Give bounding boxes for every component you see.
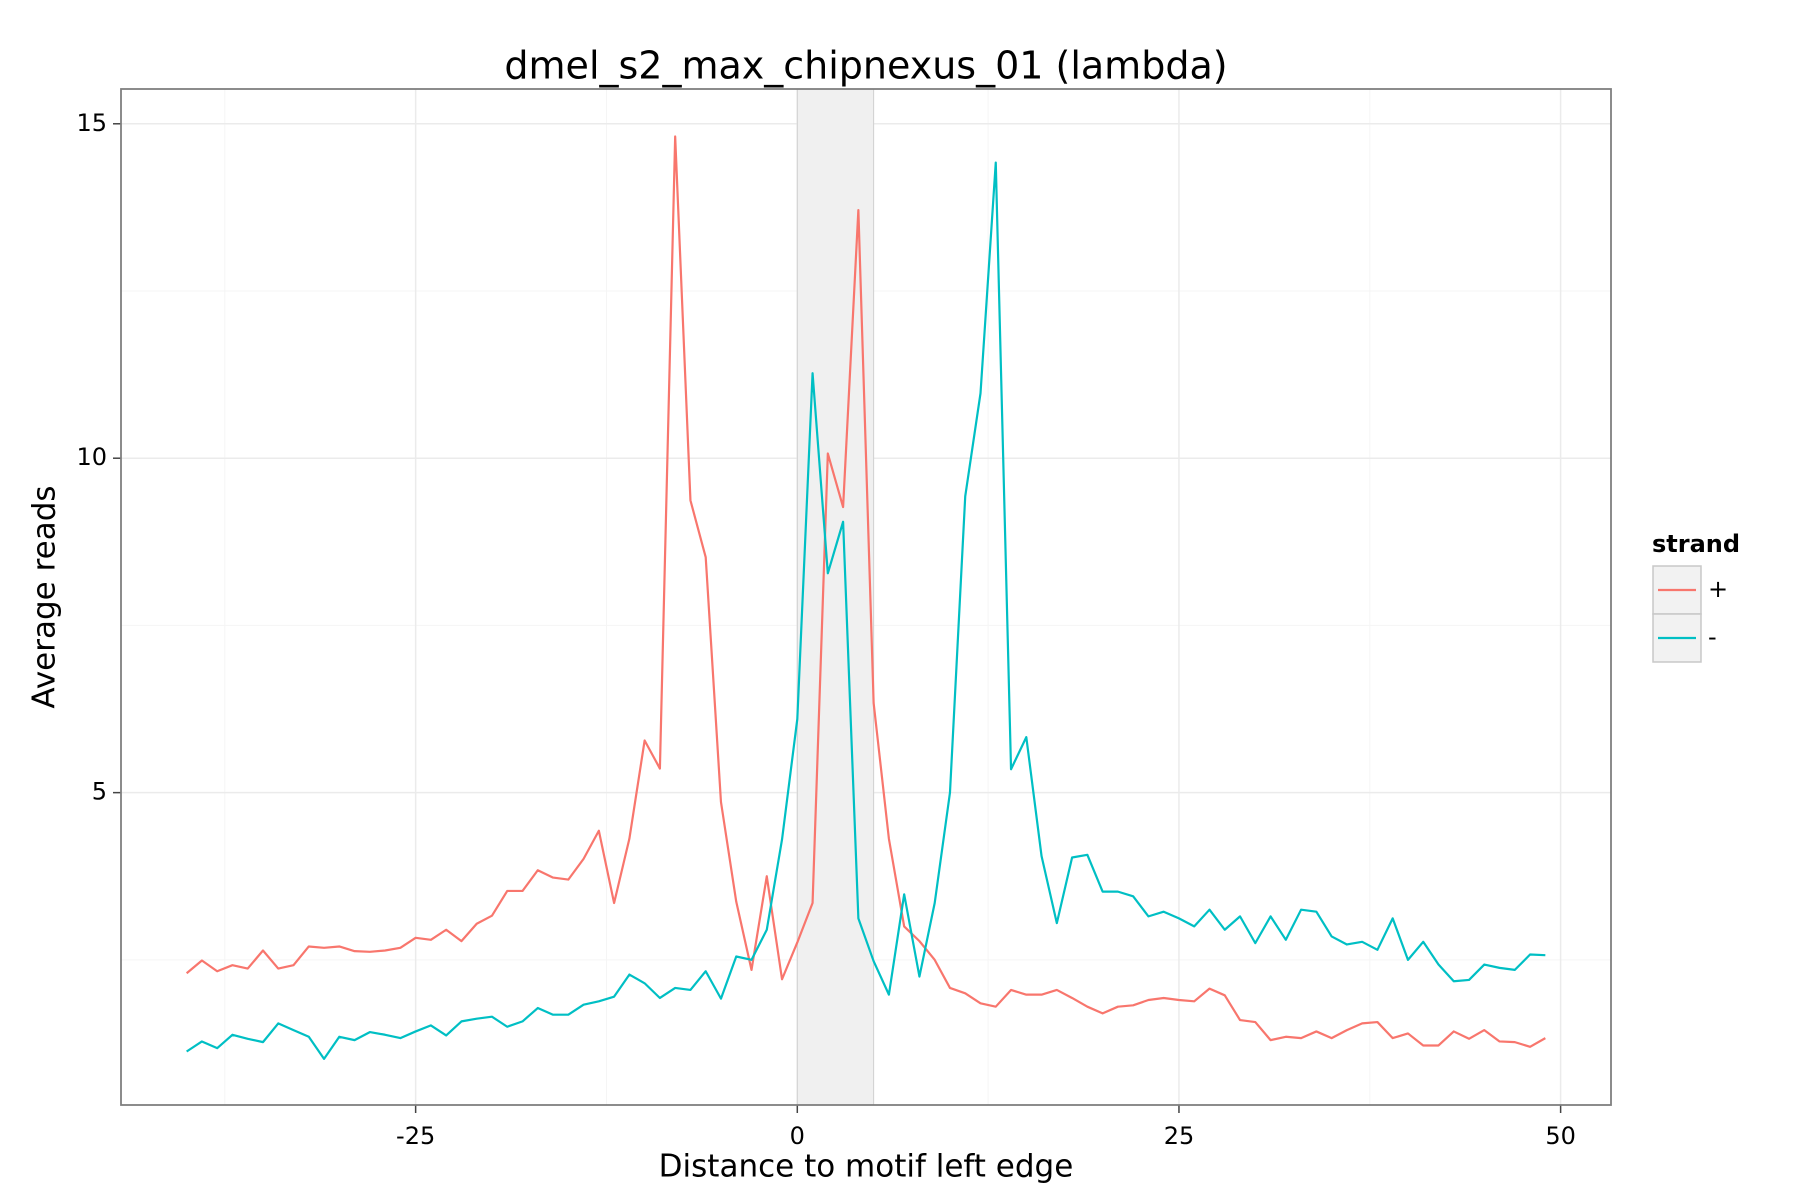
legend: strand + - <box>1652 530 1740 663</box>
plot-area: 5 10 15 -25 0 25 50 <box>76 88 1612 1150</box>
data-line <box>185 135 1546 1048</box>
data-line <box>186 161 1546 1060</box>
plot-border <box>120 88 1612 1106</box>
x-axis-title: Distance to motif left edge <box>659 1149 1074 1185</box>
legend-label: - <box>1708 623 1717 651</box>
x-tick-label: 0 <box>790 1122 805 1150</box>
x-tick-label: 50 <box>1545 1122 1576 1150</box>
chart-title: dmel_s2_max_chipnexus_01 (lambda) <box>504 44 1227 88</box>
x-tick-label: 25 <box>1164 1122 1195 1150</box>
y-axis-title: Average reads <box>27 485 63 708</box>
legend-title: strand <box>1652 530 1740 558</box>
y-tick-label: 15 <box>76 109 107 137</box>
x-tick-label: -25 <box>396 1122 435 1150</box>
y-tick-label: 5 <box>92 778 107 806</box>
highlight-region <box>796 88 875 1106</box>
legend-label: + <box>1708 575 1728 603</box>
y-tick-label: 10 <box>76 443 107 471</box>
